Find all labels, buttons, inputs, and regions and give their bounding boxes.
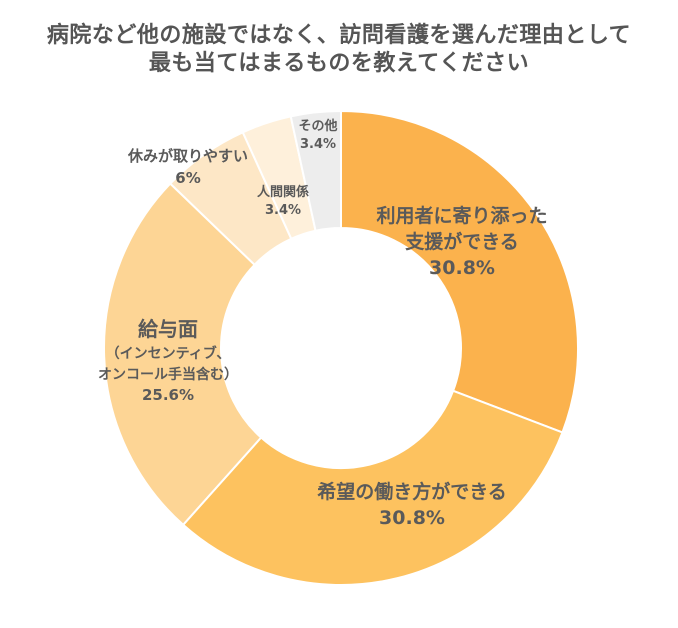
slice-label-name-0-0: 利用者に寄り添った: [376, 204, 547, 227]
slice-value-label-2: 25.6%: [142, 386, 194, 404]
slice-label-1: 希望の働き方ができる 30.8%: [317, 480, 507, 529]
slice-label-5: その他 3.4%: [298, 118, 337, 152]
slice-label-name-3-0: 休みが取りやすい: [127, 147, 248, 165]
chart-title-line-2: 最も当てはまるものを教えてください: [148, 51, 530, 76]
slice-label-name-2-1: （インセンティブ、: [106, 345, 231, 362]
slice-value-label-5: 3.4%: [300, 137, 336, 152]
donut-slice-2: [103, 182, 263, 527]
chart-title-line-1: 病院など他の施設ではなく、訪問看護を選んだ理由として: [46, 23, 632, 48]
slice-value-label-3: 6%: [175, 169, 200, 187]
slice-label-4: 人間関係 3.4%: [257, 184, 309, 218]
slice-label-name-1-0: 希望の働き方ができる: [317, 480, 507, 503]
donut-slice-1: [181, 389, 564, 586]
slice-value-label-1: 30.8%: [379, 507, 445, 529]
chart-title: 病院など他の施設ではなく、訪問看護を選んだ理由として 最も当てはまるものを教えて…: [0, 22, 678, 78]
slice-label-name-0-1: 支援ができる: [404, 230, 519, 253]
slice-label-name-4-0: 人間関係: [257, 184, 309, 200]
slice-label-2: 給与面 （インセンティブ、オンコール手当含む） 25.6%: [98, 317, 238, 404]
slice-value-label-0: 30.8%: [429, 257, 495, 279]
donut-slice-0: [340, 109, 579, 434]
donut-slice-5: [289, 109, 342, 232]
slice-value-label-4: 3.4%: [265, 203, 301, 218]
slice-label-name-5-0: その他: [298, 118, 337, 134]
slice-label-3: 休みが取りやすい 6%: [127, 147, 248, 187]
slice-label-name-2-0: 給与面: [138, 317, 198, 341]
slice-label-name-2-2: オンコール手当含む）: [98, 366, 238, 383]
